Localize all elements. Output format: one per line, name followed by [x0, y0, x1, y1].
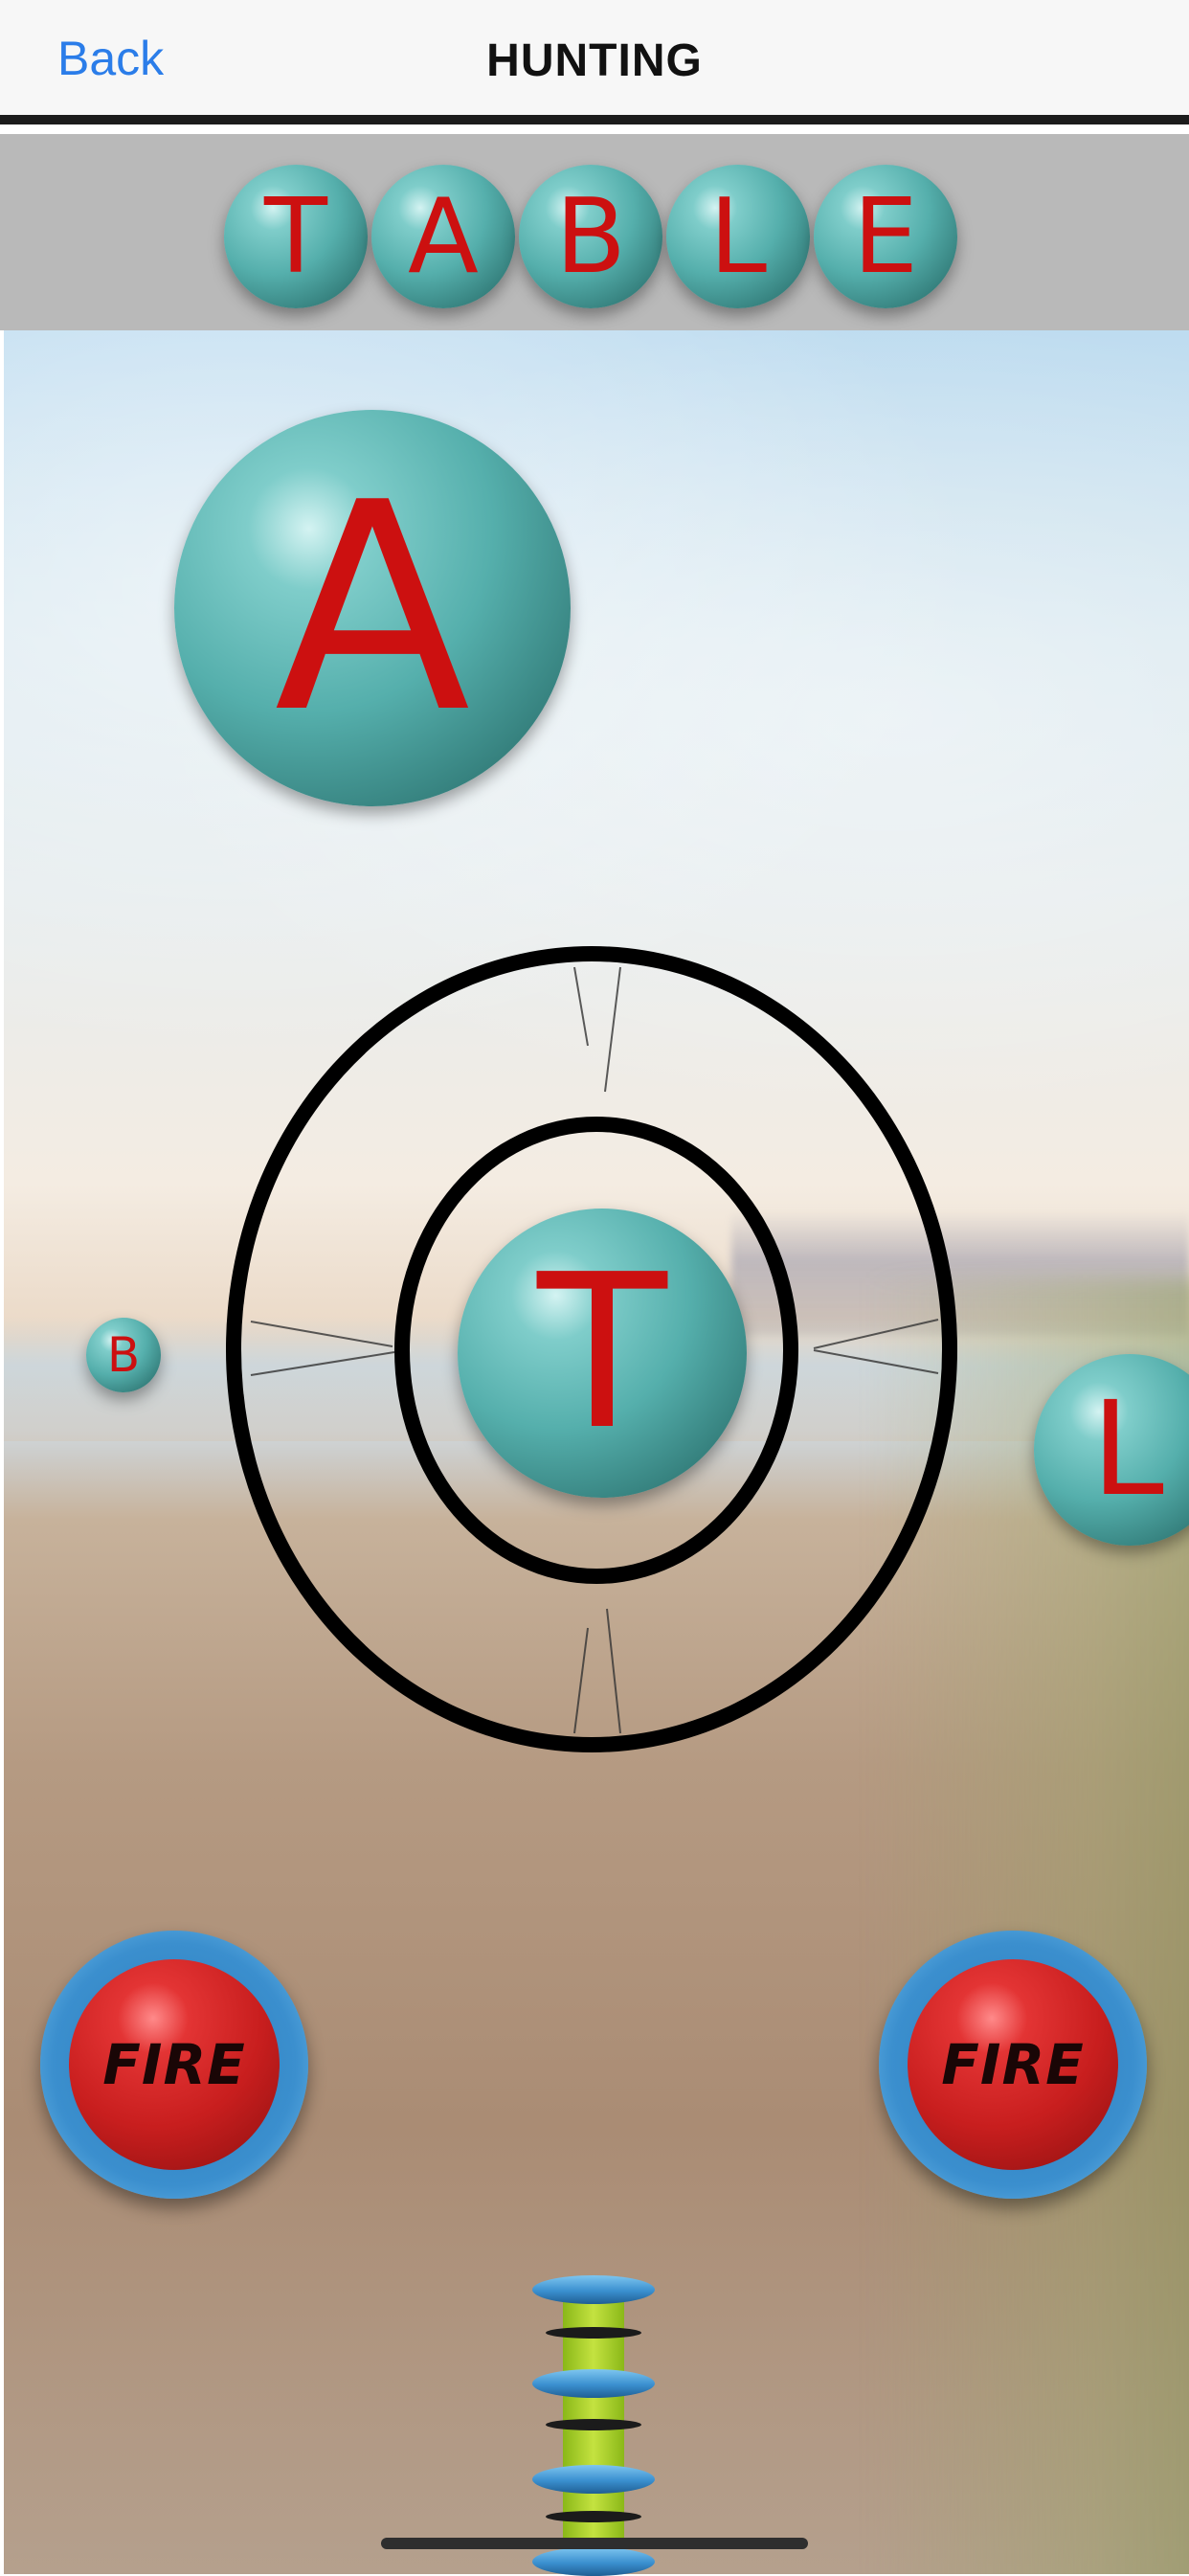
floating-letter-ball-side[interactable]: L: [1034, 1354, 1189, 1546]
fire-button-core: FIRE: [69, 1959, 280, 2170]
floating-letter-ball-large[interactable]: A: [174, 410, 571, 806]
fire-button-left[interactable]: FIRE: [40, 1931, 308, 2199]
power-meter-ring: [532, 2547, 655, 2576]
fire-button-right[interactable]: FIRE: [879, 1931, 1147, 2199]
fire-label: FIRE: [102, 2032, 246, 2097]
target-word-bar: T A B L E: [0, 134, 1189, 330]
fire-label: FIRE: [941, 2032, 1085, 2097]
page-title: HUNTING: [486, 35, 703, 86]
fire-button-core: FIRE: [908, 1959, 1118, 2170]
power-meter-stripe: [546, 2419, 641, 2430]
power-meter-icon: [532, 2273, 655, 2576]
power-meter-stripe: [546, 2327, 641, 2339]
power-meter-ring: [532, 2369, 655, 2398]
power-meter-stripe: [546, 2511, 641, 2522]
floating-letter-ball-small[interactable]: B: [86, 1318, 161, 1392]
navigation-bar: Back HUNTING: [0, 0, 1189, 124]
word-letter-ball: E: [814, 165, 957, 308]
power-meter-ring: [532, 2465, 655, 2494]
word-letter-ball: T: [224, 165, 368, 308]
home-indicator[interactable]: [381, 2538, 808, 2549]
word-letter-ball: A: [371, 165, 515, 308]
game-scene[interactable]: [4, 330, 1189, 2574]
floating-letter-ball-center[interactable]: T: [458, 1209, 747, 1498]
word-letter-ball: B: [519, 165, 662, 308]
power-meter-ring: [532, 2275, 655, 2304]
back-button[interactable]: Back: [57, 32, 165, 85]
word-letter-ball: L: [666, 165, 810, 308]
